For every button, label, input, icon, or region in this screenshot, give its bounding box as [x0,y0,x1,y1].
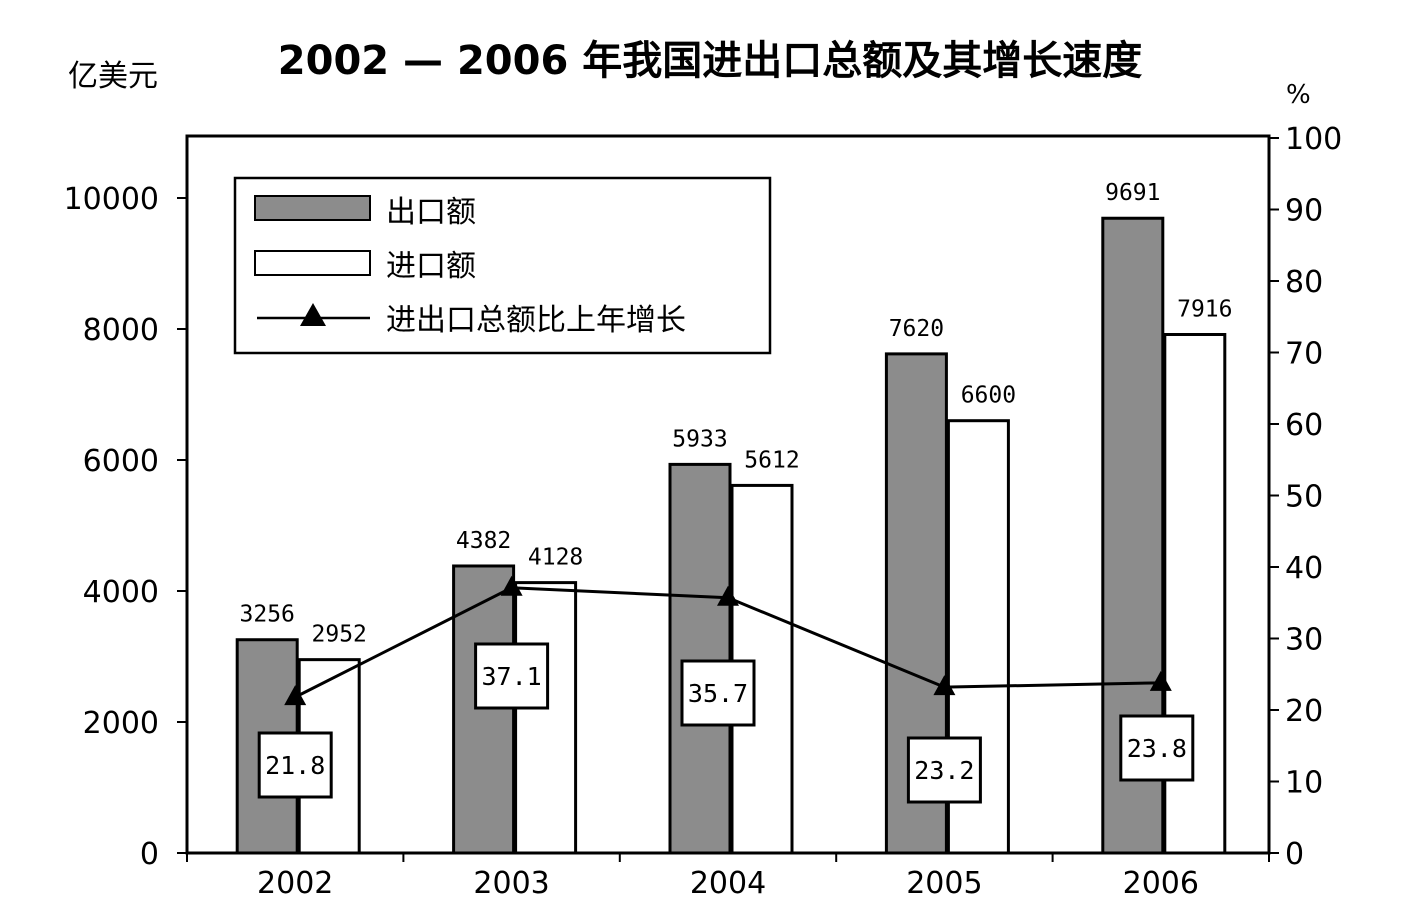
left-axis-tick-label: 2000 [83,706,159,741]
left-axis-tick-label: 6000 [83,444,159,479]
growth-value-label: 35.7 [688,679,748,708]
chart-title: 2002 — 2006 年我国进出口总额及其增长速度 [278,38,1142,84]
growth-value-box [680,659,756,727]
right-axis-tick-label: 70 [1285,337,1323,372]
export-value-label: 7620 [889,316,944,342]
legend-label-import: 进口额 [386,249,476,284]
import-value-label: 7916 [1177,297,1232,323]
right-axis-tick-label: 90 [1285,194,1323,229]
x-axis-category-label: 2005 [906,866,982,901]
export-value-label: 3256 [240,602,295,628]
export-value-label: 5933 [672,426,727,452]
import-value-label: 4128 [528,545,583,571]
growth-marker [717,585,739,606]
right-axis-tick-label: 0 [1285,837,1304,872]
right-axis-tick-label: 100 [1285,122,1342,157]
x-axis-category-label: 2006 [1123,866,1199,901]
legend: 出口额 进口额 进出口总额比上年增长 [233,176,772,355]
export-value-label: 4382 [456,528,511,554]
left-axis-tick-label: 0 [140,837,159,872]
growth-value-label: 23.2 [914,756,974,785]
growth-value-label: 37.1 [481,662,541,691]
left-axis-unit: 亿美元 [68,59,158,94]
growth-value-label: 23.8 [1127,734,1187,763]
legend-swatch-export [254,195,371,221]
left-axis-tick-label: 4000 [83,575,159,610]
legend-label-export: 出口额 [386,195,476,230]
growth-marker [1149,670,1172,691]
growth-value-box [257,731,333,799]
legend-triangle-marker [300,303,326,326]
growth-marker [500,575,523,596]
right-axis-tick-label: 60 [1285,408,1323,443]
left-axis-tick-label: 10000 [64,182,159,217]
import-bar [514,581,578,855]
right-axis-tick-label: 30 [1285,623,1323,658]
right-axis-unit: % [1286,80,1311,110]
growth-value-label: 21.8 [265,751,325,780]
x-axis-category-label: 2003 [473,866,549,901]
right-axis-tick-label: 40 [1285,551,1323,586]
import-value-label: 2952 [312,622,367,648]
legend-label-growth: 进出口总额比上年增长 [386,303,686,338]
axes-group: 0 2000 4000 6000 8000 10000 0 10 20 30 40 50 60 70 80 9… [64,122,1343,901]
growth-value-box [906,736,982,804]
left-axis-tick-label: 8000 [83,313,159,348]
import-value-label: 6600 [961,383,1016,409]
growth-marker [933,675,956,696]
right-axis-tick-label: 10 [1285,766,1323,801]
growth-marker [284,685,307,706]
import-value-label: 5612 [744,447,799,473]
x-axis-category-label: 2004 [690,866,766,901]
export-bar [668,462,732,855]
legend-swatch-import [254,250,371,276]
growth-line-group: 21.8 37.1 35.7 23.2 23.8 [257,575,1195,804]
right-axis-tick-label: 80 [1285,265,1323,300]
growth-value-box [474,642,550,710]
x-axis-category-label: 2002 [257,866,333,901]
growth-value-box [1119,714,1195,782]
right-axis-tick-label: 50 [1285,480,1323,515]
right-axis-tick-label: 20 [1285,694,1323,729]
export-value-label: 9691 [1105,180,1160,206]
